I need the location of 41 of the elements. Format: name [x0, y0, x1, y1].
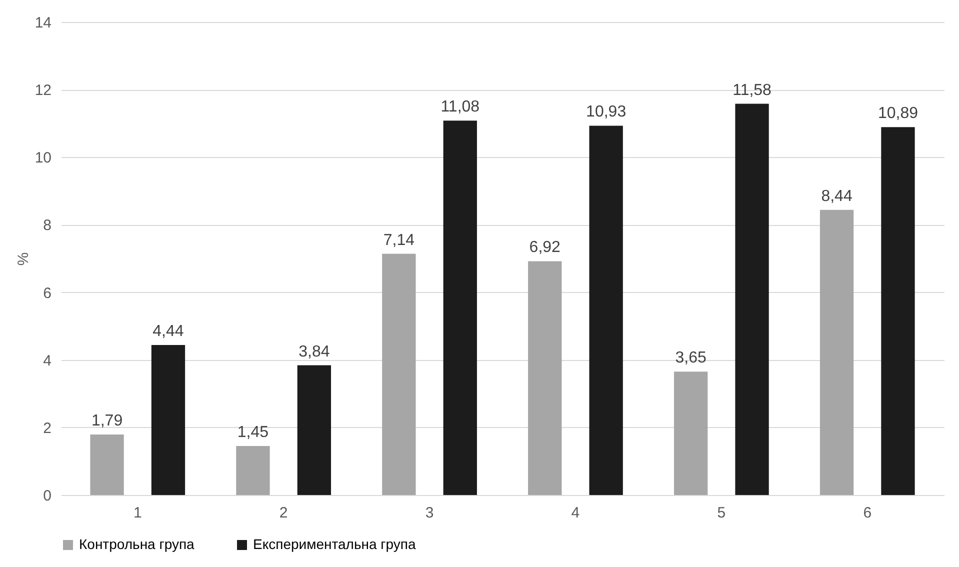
bar [151, 344, 186, 495]
bar [297, 365, 332, 495]
y-axis-title: % [14, 252, 32, 266]
y-tick-label: 6 [43, 284, 52, 302]
data-label: 10,89 [878, 105, 918, 122]
bar [382, 254, 416, 495]
data-label: 3,65 [675, 350, 706, 367]
x-tick-label: 3 [425, 504, 434, 522]
y-tick-label: 4 [43, 352, 52, 370]
bar [881, 127, 915, 495]
x-tick-label: 1 [133, 504, 142, 522]
bar [589, 126, 623, 495]
data-label: 10,93 [586, 104, 626, 121]
data-label: 4,44 [152, 322, 184, 340]
data-label: 11,58 [732, 82, 772, 99]
data-label: 1,79 [91, 412, 123, 430]
y-tick-label: 2 [43, 420, 52, 437]
bar [90, 434, 124, 495]
bar [735, 104, 769, 495]
data-label: 7,14 [383, 232, 415, 249]
data-label: 8,44 [821, 188, 852, 205]
data-label: 3,84 [298, 343, 330, 360]
bar [820, 210, 854, 495]
x-tick-label: 2 [279, 504, 288, 522]
y-tick-label: 0 [43, 488, 52, 504]
legend-label: Контрольна група [79, 536, 195, 552]
x-tick-label: 5 [717, 504, 726, 522]
x-tick-label: 6 [863, 504, 872, 522]
bar [674, 372, 708, 495]
data-label: 11,08 [440, 98, 480, 116]
data-label: 6,92 [529, 239, 561, 256]
x-tick-label: 4 [571, 504, 580, 522]
y-tick-label: 8 [43, 217, 52, 234]
y-tick-label: 14 [34, 14, 52, 32]
y-tick-label: 10 [34, 150, 52, 167]
bar [236, 446, 270, 495]
bar [528, 261, 562, 495]
bar [443, 120, 477, 495]
y-tick-label: 12 [34, 82, 52, 100]
data-label: 1,45 [237, 424, 269, 442]
legend-label: Експериментальна група [253, 536, 416, 552]
